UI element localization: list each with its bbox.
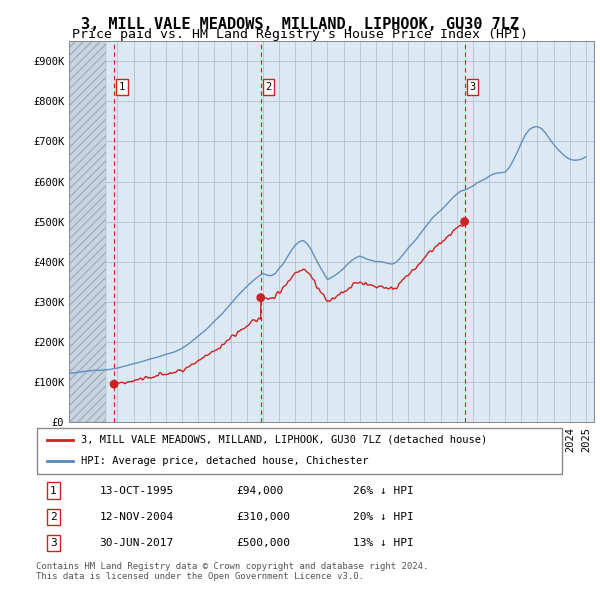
Bar <box>69 41 106 422</box>
FancyBboxPatch shape <box>37 428 562 474</box>
Text: 12-NOV-2004: 12-NOV-2004 <box>100 512 173 522</box>
Point <box>460 217 469 227</box>
Point <box>109 379 119 389</box>
Text: 13-OCT-1995: 13-OCT-1995 <box>100 486 173 496</box>
Text: 1: 1 <box>119 82 125 92</box>
Point <box>256 293 266 303</box>
Text: 1: 1 <box>50 486 57 496</box>
Text: 20% ↓ HPI: 20% ↓ HPI <box>353 512 413 522</box>
Text: HPI: Average price, detached house, Chichester: HPI: Average price, detached house, Chic… <box>81 457 368 467</box>
Text: Contains HM Land Registry data © Crown copyright and database right 2024.
This d: Contains HM Land Registry data © Crown c… <box>36 562 428 581</box>
Text: 3, MILL VALE MEADOWS, MILLAND, LIPHOOK, GU30 7LZ (detached house): 3, MILL VALE MEADOWS, MILLAND, LIPHOOK, … <box>81 435 487 445</box>
Text: 3: 3 <box>50 538 57 548</box>
Text: 3, MILL VALE MEADOWS, MILLAND, LIPHOOK, GU30 7LZ: 3, MILL VALE MEADOWS, MILLAND, LIPHOOK, … <box>81 17 519 31</box>
Text: 2: 2 <box>266 82 272 92</box>
Text: £500,000: £500,000 <box>236 538 290 548</box>
Text: 3: 3 <box>469 82 476 92</box>
Text: 2: 2 <box>50 512 57 522</box>
Text: 30-JUN-2017: 30-JUN-2017 <box>100 538 173 548</box>
Text: £310,000: £310,000 <box>236 512 290 522</box>
Text: £94,000: £94,000 <box>236 486 284 496</box>
Text: Price paid vs. HM Land Registry's House Price Index (HPI): Price paid vs. HM Land Registry's House … <box>72 28 528 41</box>
Text: 26% ↓ HPI: 26% ↓ HPI <box>353 486 413 496</box>
Text: 13% ↓ HPI: 13% ↓ HPI <box>353 538 413 548</box>
